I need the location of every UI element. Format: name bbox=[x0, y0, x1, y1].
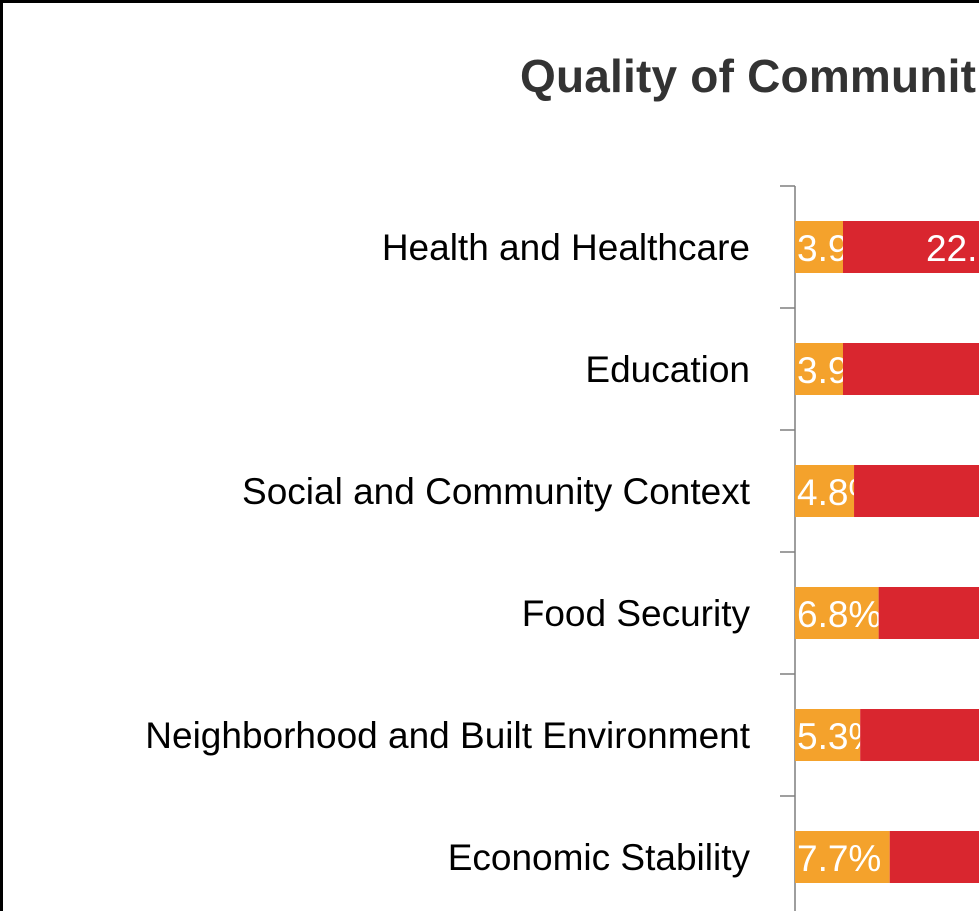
data-label: 6.8% bbox=[797, 594, 881, 635]
bar-segment bbox=[795, 465, 855, 517]
data-label: 7.7% bbox=[797, 838, 881, 879]
bar-segment bbox=[842, 221, 979, 273]
data-label: 22. bbox=[926, 228, 977, 269]
category-label: Social and Community Context bbox=[242, 471, 751, 512]
chart-title: Quality of Communit bbox=[520, 50, 977, 102]
bar-segment bbox=[854, 465, 979, 517]
bar-segment bbox=[795, 709, 861, 761]
category-label: Economic Stability bbox=[448, 837, 751, 878]
bar-segment bbox=[878, 587, 979, 639]
bar-segment bbox=[795, 831, 890, 883]
bar-chart: Health and Healthcare 3.9% 22.Education 3.… bbox=[145, 185, 979, 911]
category-label: Health and Healthcare bbox=[382, 227, 750, 268]
bar-segment bbox=[795, 343, 843, 395]
bar-segment bbox=[795, 587, 879, 639]
category-label: Neighborhood and Built Environment bbox=[145, 715, 750, 756]
bar-segment bbox=[842, 343, 979, 395]
bar-segment bbox=[889, 831, 979, 883]
bar-segment bbox=[860, 709, 979, 761]
bar-segment bbox=[795, 221, 843, 273]
category-label: Education bbox=[585, 349, 750, 390]
category-label: Food Security bbox=[522, 593, 751, 634]
